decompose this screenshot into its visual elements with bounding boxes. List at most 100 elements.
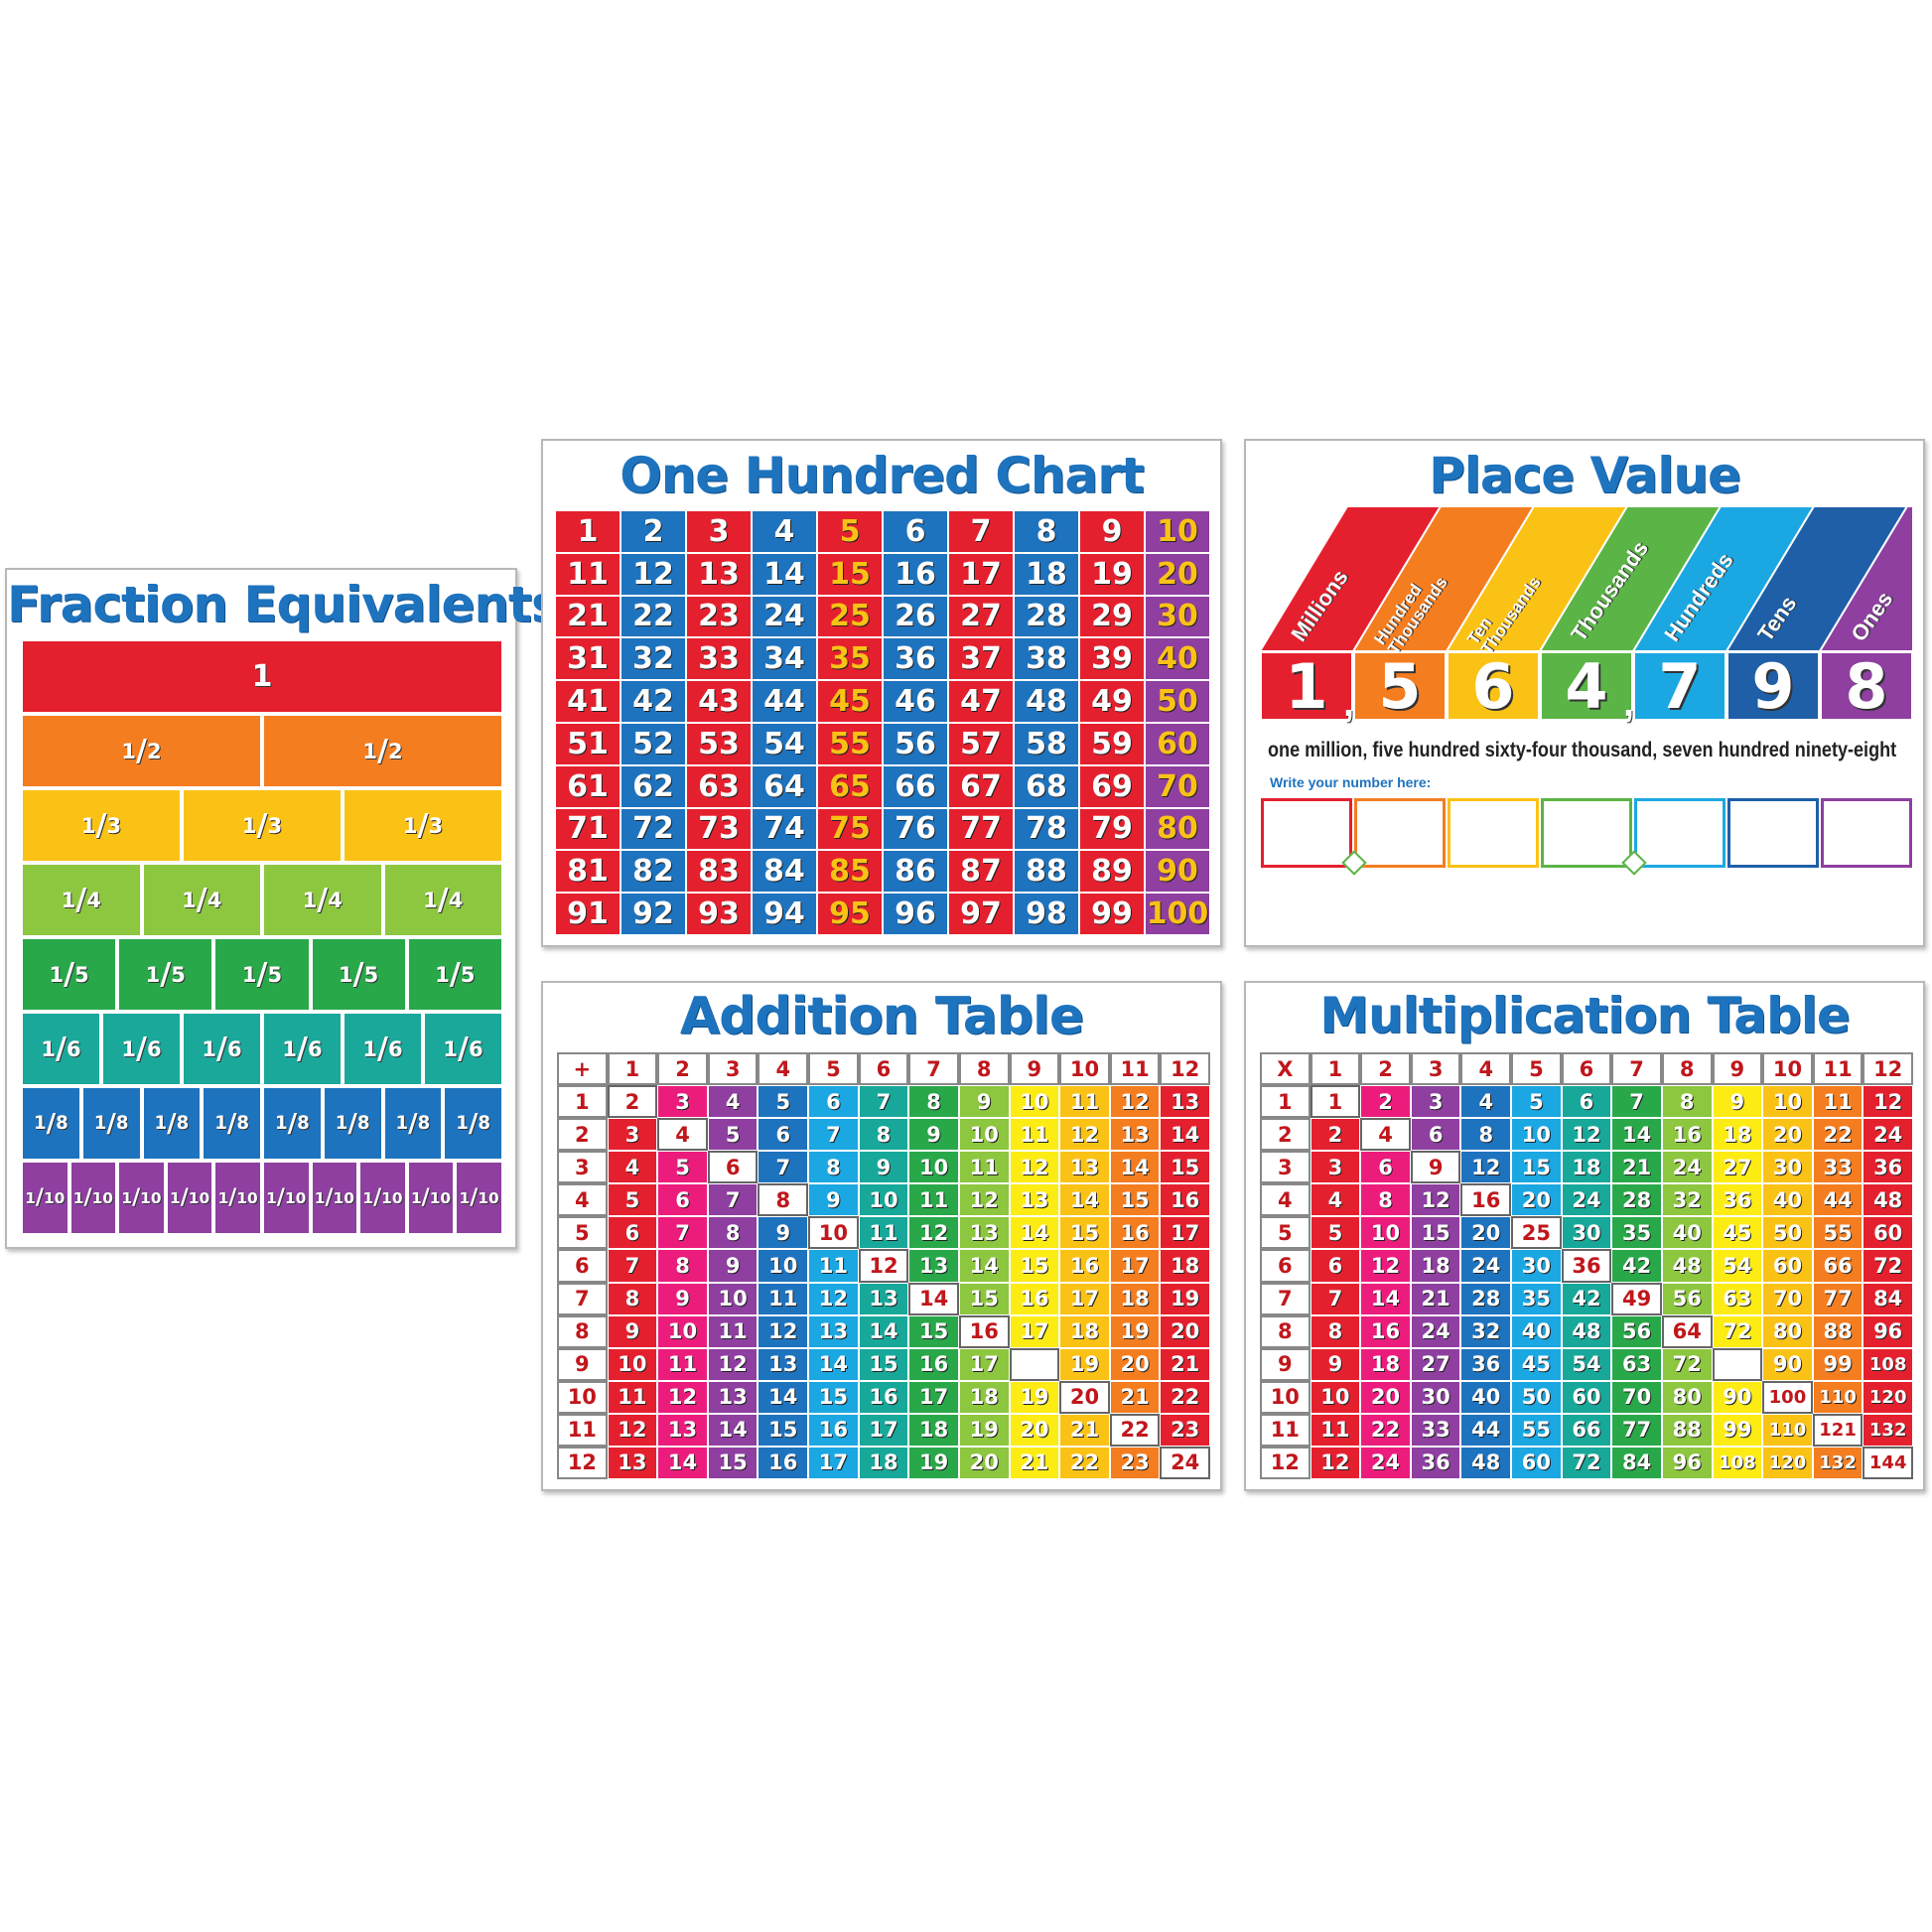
multiplication-cell: 108 (1863, 1347, 1913, 1381)
fraction-denominator: 8 (297, 1113, 310, 1134)
hundred-chart-title: One Hundred Chart (620, 447, 1145, 504)
fraction-numerator: 1 (402, 813, 418, 838)
addition-cell: 9 (557, 1347, 608, 1381)
multiplication-cell: 24 (1360, 1446, 1411, 1479)
hundred-cell: 34 (752, 637, 817, 681)
addition-cell: 13 (1059, 1151, 1110, 1184)
fraction-numerator: 1 (274, 1113, 288, 1134)
fraction-numerator: 1 (456, 1113, 469, 1134)
addition-cell: 12 (908, 1216, 959, 1250)
multiplication-cell: 20 (1511, 1183, 1562, 1217)
hundred-cell: 88 (1014, 850, 1079, 894)
addition-cell: 16 (958, 1314, 1010, 1348)
hundred-cell: 77 (948, 807, 1014, 851)
addition-cell: 12 (958, 1183, 1010, 1217)
fraction-piece: 1/5 (213, 937, 311, 1012)
fraction-denominator: 8 (56, 1113, 69, 1134)
multiplication-cell: 54 (1561, 1347, 1612, 1381)
fraction-slash: / (216, 1032, 227, 1066)
multiplication-cell: 24 (1863, 1118, 1913, 1152)
multiplication-cell: 99 (1812, 1347, 1863, 1381)
hundred-cell: 48 (1014, 680, 1079, 723)
multiplication-cell: 6 (1260, 1249, 1311, 1283)
addition-cell: 7 (908, 1052, 959, 1086)
addition-cell: 23 (1109, 1446, 1161, 1479)
hundred-cell: 40 (1145, 637, 1210, 681)
fraction-piece: 1/2 (21, 714, 262, 788)
hundred-cell: 11 (555, 552, 621, 596)
fraction-piece: 1/4 (382, 863, 503, 937)
addition-cell: 9 (758, 1216, 809, 1250)
addition-cell: 2 (657, 1052, 708, 1086)
hundred-cell: 1 (555, 510, 621, 553)
fraction-denominator: 2 (387, 739, 403, 763)
multiplication-cell: 2 (1260, 1118, 1311, 1152)
multiplication-cell: 27 (1410, 1347, 1461, 1381)
hundred-cell: 69 (1079, 764, 1145, 808)
addition-cell: 12 (557, 1446, 608, 1479)
multiplication-cell: 9 (1260, 1347, 1311, 1381)
place-value-comma: , (1343, 681, 1355, 725)
multiplication-cell: 90 (1712, 1380, 1763, 1414)
hundred-cell: 30 (1145, 595, 1210, 638)
addition-table-title: Addition Table (679, 987, 1084, 1046)
addition-cell: 13 (607, 1446, 658, 1479)
hundred-cell: 86 (883, 850, 948, 894)
fraction-slash: / (106, 1108, 116, 1139)
hundred-cell: 91 (555, 893, 621, 935)
multiplication-cell: 6 (1310, 1249, 1361, 1283)
hundred-cell: 64 (752, 764, 817, 808)
fraction-numerator: 1 (121, 1036, 137, 1061)
addition-cell: 6 (607, 1216, 658, 1250)
multiplication-cell: 42 (1561, 1282, 1612, 1315)
multiplication-cell: 11 (1812, 1085, 1863, 1119)
fraction-slash: / (417, 808, 429, 843)
multiplication-cell: 9 (1712, 1085, 1763, 1119)
addition-cell: 17 (1109, 1249, 1161, 1283)
hundred-cell: 22 (621, 595, 686, 638)
addition-cell: 4 (707, 1085, 759, 1119)
fraction-slash: / (377, 1032, 388, 1066)
addition-cell: 7 (858, 1085, 909, 1119)
fraction-piece: 1/6 (262, 1012, 343, 1086)
addition-cell: 12 (657, 1380, 708, 1414)
multiplication-cell: 108 (1712, 1446, 1763, 1479)
addition-cell: 17 (1009, 1314, 1060, 1348)
fraction-piece: 1/2 (262, 714, 503, 788)
addition-cell: 22 (1059, 1446, 1110, 1479)
multiplication-cell: 11 (1260, 1413, 1311, 1447)
addition-cell: 9 (858, 1151, 909, 1184)
hundred-cell: 49 (1079, 680, 1145, 723)
multiplication-cell: 77 (1812, 1282, 1863, 1315)
fraction-slash: / (64, 957, 75, 992)
multiplication-cell: 16 (1460, 1183, 1512, 1217)
hundred-cell: 56 (883, 722, 948, 765)
fraction-denominator: 4 (448, 888, 464, 912)
multiplication-cell: 14 (1360, 1282, 1411, 1315)
hundred-cell: 60 (1145, 722, 1210, 765)
fraction-numerator: 1 (121, 739, 137, 763)
hundred-cell: 13 (686, 552, 752, 596)
fraction-denominator: 6 (66, 1036, 81, 1061)
multiplication-cell: 21 (1410, 1282, 1461, 1315)
fraction-numerator: 1 (154, 1113, 168, 1134)
fraction-denominator: 8 (356, 1113, 370, 1134)
addition-cell: 8 (707, 1216, 759, 1250)
multiplication-cell: 36 (1712, 1183, 1763, 1217)
addition-cell: 11 (758, 1282, 809, 1315)
addition-cell: 8 (808, 1151, 859, 1184)
multiplication-cell: 55 (1511, 1413, 1562, 1447)
fraction-piece: 1/8 (21, 1086, 81, 1161)
multiplication-cell: 25 (1511, 1216, 1562, 1250)
fraction-denominator: 8 (176, 1113, 190, 1134)
multiplication-cell: 32 (1661, 1183, 1713, 1217)
fraction-piece: 1/6 (101, 1012, 182, 1086)
fraction-denominator: 3 (267, 813, 283, 838)
addition-cell: 18 (1009, 1347, 1060, 1381)
hundred-cell: 67 (948, 764, 1014, 808)
addition-cell: 9 (707, 1249, 759, 1283)
multiplication-cell: 48 (1561, 1314, 1612, 1348)
addition-cell: 15 (1059, 1216, 1110, 1250)
multiplication-cell: 8 (1661, 1052, 1713, 1086)
multiplication-cell: 6 (1561, 1052, 1612, 1086)
